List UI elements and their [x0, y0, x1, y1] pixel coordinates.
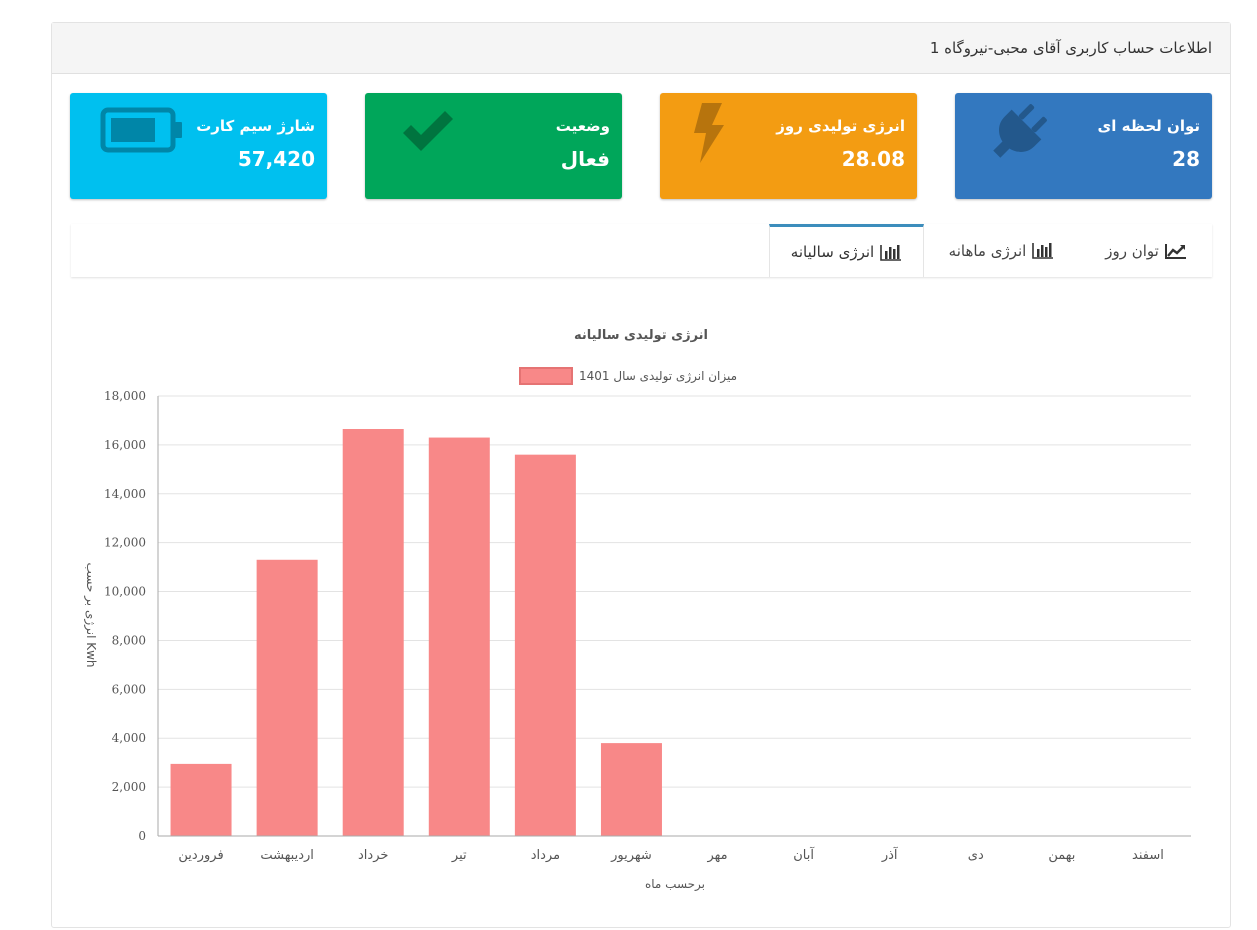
x-tick-label: مرداد: [531, 848, 560, 863]
y-axis-label: انرژی بر حسب Kwh: [83, 562, 98, 667]
y-tick-label: 12,000: [104, 536, 146, 550]
tab-daily-power[interactable]: توان روز: [1081, 224, 1211, 277]
status-box: وضعیت فعال: [365, 93, 622, 199]
box-value: 28: [1172, 147, 1200, 171]
chart-tabs: توان روز انرژی ماهانه انرژی سالیانه: [71, 224, 1212, 277]
bar-2: [342, 429, 404, 836]
tab-label: انرژی سالیانه: [790, 243, 875, 261]
x-tick-label: آذر: [881, 846, 899, 863]
box-value: 57,420: [237, 147, 315, 171]
check-icon: [403, 111, 453, 151]
sim-charge-box: شارژ سیم کارت 57,420: [70, 93, 327, 199]
y-tick-label: 8,000: [112, 633, 146, 647]
battery-icon: [100, 107, 182, 153]
y-tick-label: 16,000: [104, 438, 146, 452]
chart-title: انرژی تولیدی سالیانه: [574, 328, 708, 343]
plug-icon: [993, 104, 1047, 158]
account-panel: اطلاعات حساب کاربری آقای محبی-نیروگاه 1 …: [51, 22, 1231, 928]
x-axis-label: برحسب ماه: [645, 877, 705, 892]
legend-swatch: [519, 367, 573, 385]
daily-energy-box: انرژی تولیدی روز 28.08: [660, 93, 917, 199]
box-label: شارژ سیم کارت: [196, 117, 315, 135]
y-tick-label: 6,000: [112, 682, 146, 696]
x-tick-label: بهمن: [1048, 848, 1075, 863]
x-tick-label: خرداد: [358, 848, 388, 863]
x-tick-label: تیر: [451, 848, 467, 863]
x-tick-label: اسفند: [1132, 848, 1164, 863]
tab-label: توان روز: [1105, 241, 1159, 260]
chart-bars: [170, 429, 662, 836]
bar-0: [170, 763, 232, 836]
y-axis-ticks: 0 2,000 4,000 6,000 8,000 10,000 12,000 14,000 1…: [104, 389, 146, 843]
y-tick-label: 2,000: [112, 780, 146, 794]
bar-1: [256, 559, 318, 836]
bolt-icon: [694, 103, 724, 163]
box-label: انرژی تولیدی روز: [776, 117, 905, 135]
y-tick-label: 10,000: [104, 585, 146, 599]
x-tick-label: آبان: [793, 846, 815, 863]
box-label: وضعیت: [555, 117, 610, 135]
y-tick-label: 4,000: [112, 731, 146, 745]
box-value: 28.08: [841, 147, 905, 171]
bar-chart-icon: [880, 244, 902, 261]
bar-chart-icon: [1032, 243, 1054, 259]
x-tick-label: مهر: [706, 848, 727, 863]
legend-label: میزان انرژی تولیدی سال 1401: [579, 369, 737, 384]
bar-4: [514, 454, 576, 836]
instant-power-box: توان لحظه ای 28: [955, 93, 1212, 199]
x-tick-label: شهریور: [610, 848, 652, 863]
x-tick-label: فروردین: [178, 848, 223, 863]
x-tick-label: دی: [968, 848, 984, 863]
tab-monthly-energy[interactable]: انرژی ماهانه: [924, 224, 1079, 277]
x-axis-ticks: فروردین اردیبهشت خرداد تیر مرداد شهریور مهر آبا…: [178, 846, 1163, 863]
bar-5: [600, 743, 662, 836]
tab-yearly-energy[interactable]: انرژی سالیانه: [769, 224, 924, 277]
panel-title: اطلاعات حساب کاربری آقای محبی-نیروگاه 1: [929, 39, 1212, 57]
y-tick-label: 18,000: [104, 389, 146, 403]
chart-legend: میزان انرژی تولیدی سال 1401: [519, 367, 737, 385]
chart-grid: [158, 395, 1191, 837]
bar-3: [428, 437, 490, 836]
line-chart-icon: [1164, 243, 1186, 259]
box-label: توان لحظه ای: [1097, 117, 1200, 135]
y-tick-label: 0: [138, 829, 146, 843]
box-value: فعال: [560, 147, 610, 171]
panel-header: اطلاعات حساب کاربری آقای محبی-نیروگاه 1: [52, 23, 1230, 74]
y-tick-label: 14,000: [104, 487, 146, 501]
x-tick-label: اردیبهشت: [260, 848, 314, 863]
tab-label: انرژی ماهانه: [948, 241, 1027, 260]
